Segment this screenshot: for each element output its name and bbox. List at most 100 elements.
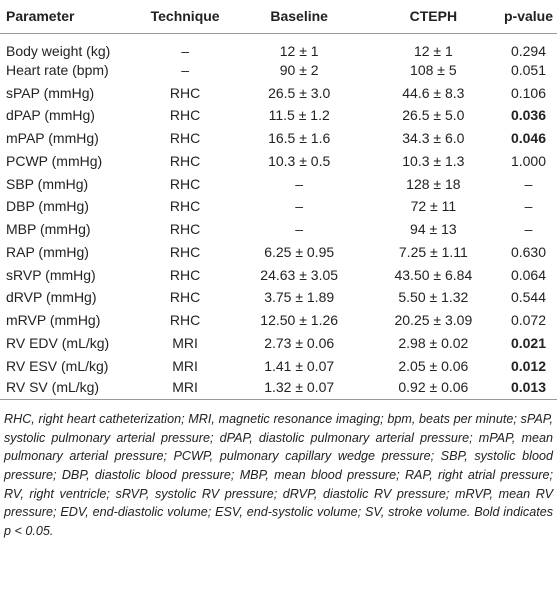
table-cell: 0.294 [510,42,547,59]
table-cell: 24.63 ± 3.05 [260,266,339,283]
table-row: Heart rate (bpm) – 90 ± 2 108 ± 5 0.051 [0,59,557,82]
table-cell: sPAP (mmHg) [6,84,95,101]
table-cell: 0.051 [510,61,547,78]
table-row: DBP (mmHg) RHC – 72 ± 11 – [0,195,557,218]
table-row: SBP (mmHg) RHC – 128 ± 18 – [0,172,557,195]
table-cell: RHC [169,130,201,147]
table-cell: MRI [172,334,198,351]
table-row: sRVP (mmHg) RHC 24.63 ± 3.05 43.50 ± 6.84 0.… [0,263,557,286]
table-cell: RV EDV (mL/kg) [6,334,110,351]
footnote: RHC, right heart catheterization; MRI, m… [4,412,553,538]
table-cell: RHC [169,152,201,169]
table-cell: – [524,198,533,215]
table-cell: RV SV (mL/kg) [6,378,100,395]
table-cell: – [181,42,189,59]
table-cell: 11.5 ± 1.2 [268,107,330,124]
table-cell: 2.73 ± 0.06 [264,334,335,351]
table-cell: 2.98 ± 0.02 [398,334,469,351]
data-table: Parameter Technique Baseline CTEPH p-value B… [0,0,557,400]
table-cell: 6.25 ± 0.95 [264,243,335,260]
table-cell: 0.544 [510,289,547,306]
table-cell: 34.3 ± 6.0 [402,130,465,147]
table-cell: 1.41 ± 0.07 [264,357,335,374]
table-row: RV SV (mL/kg) MRI 1.32 ± 0.07 0.92 ± 0.06 0.… [0,377,557,400]
table-cell: 26.5 ± 5.0 [402,107,465,124]
table-cell: dPAP (mmHg) [6,107,95,124]
table-cell: – [295,175,304,192]
table-row: RV EDV (mL/kg) MRI 2.73 ± 0.06 2.98 ± 0.02 0… [0,332,557,355]
table-cell: RHC [169,84,201,101]
table-cell: 0.012 [510,357,547,374]
table-cell: 12 ± 1 [413,42,453,59]
table-cell: 1.32 ± 0.07 [264,378,335,395]
table-row: mPAP (mmHg) RHC 16.5 ± 1.6 34.3 ± 6.0 0.046 [0,127,557,150]
table-row: MBP (mmHg) RHC – 94 ± 13 – [0,218,557,241]
table-row: dPAP (mmHg) RHC 11.5 ± 1.2 26.5 ± 5.0 0.036 [0,104,557,127]
table-cell: Heart rate (bpm) [6,61,109,78]
table-cell: 1.000 [510,152,547,169]
table-cell: 44.6 ± 8.3 [402,84,465,101]
table-header: Parameter Technique Baseline CTEPH p-value [0,0,557,33]
table-cell: PCWP (mmHg) [6,152,103,169]
table-cell: 128 ± 18 [406,175,461,192]
table-cell: 5.50 ± 1.32 [398,289,469,306]
table-cell: SBP (mmHg) [6,175,89,192]
table-cell: 12 ± 1 [279,42,319,59]
header-cell: Baseline [270,8,328,25]
table-cell: RV ESV (mL/kg) [6,357,109,374]
header-cell: Parameter [6,8,75,25]
table-cell: 12.50 ± 1.26 [260,312,339,329]
table-cell: dRVP (mmHg) [6,289,97,306]
table-cell: – [295,221,304,238]
table-cell: RHC [169,312,201,329]
table-cell: DBP (mmHg) [6,198,89,215]
table-cell: – [524,221,533,238]
table-cell: 10.3 ± 1.3 [402,152,465,169]
table-cell: 0.036 [510,107,547,124]
table-cell: 0.013 [510,378,547,395]
table-cell: 10.3 ± 0.5 [268,152,331,169]
table-row: RV ESV (mL/kg) MRI 1.41 ± 0.07 2.05 ± 0.06 0… [0,354,557,377]
table-cell: 26.5 ± 3.0 [268,84,331,101]
table-cell: sRVP (mmHg) [6,266,96,283]
table-cell: Body weight (kg) [6,42,111,59]
table-row: PCWP (mmHg) RHC 10.3 ± 0.5 10.3 ± 1.3 1.000 [0,150,557,173]
table-cell: 3.75 ± 1.89 [264,289,335,306]
table-row: mRVP (mmHg) RHC 12.50 ± 1.26 20.25 ± 3.09 0.… [0,309,557,332]
table-cell: 2.05 ± 0.06 [398,357,469,374]
table-cell: RHC [169,266,201,283]
table-cell: 0.106 [510,84,547,101]
table-cell: 43.50 ± 6.84 [394,266,473,283]
table-cell: 72 ± 11 [410,198,457,215]
table-cell: – [295,198,304,215]
table-cell: RHC [169,243,201,260]
table-cell: RAP (mmHg) [6,243,89,260]
table-cell: RHC [169,198,201,215]
table-cell: MRI [172,378,198,395]
table-body: Body weight (kg) –12 ± 1 12 ± 1 0.294 Heart … [0,33,557,400]
table-cell: 108 ± 5 [410,61,457,78]
table-cell: 0.630 [510,243,547,260]
table-cell: 16.5 ± 1.6 [268,130,331,147]
table-cell: 7.25 ± 1.11 [398,243,468,260]
table-cell: – [181,61,189,78]
table-row: sPAP (mmHg) RHC 26.5 ± 3.0 44.6 ± 8.3 0.106 [0,81,557,104]
table-cell: MBP (mmHg) [6,221,91,238]
header-cell: Technique [150,8,220,25]
table-cell: RHC [169,221,201,238]
table-cell: 90 ± 2 [279,61,319,78]
table-cell: RHC [169,107,201,124]
header-row: Parameter Technique Baseline CTEPH p-value [0,0,557,33]
table-cell: 94 ± 13 [410,221,457,238]
table-row: dRVP (mmHg) RHC 3.75 ± 1.89 5.50 ± 1.32 0.54… [0,286,557,309]
table-cell: RHC [169,175,201,192]
table-cell: 0.021 [510,334,547,351]
table-cell: mPAP (mmHg) [6,130,99,147]
header-cell: p-value [503,8,553,25]
table-cell: 0.064 [510,266,547,283]
header-cell: CTEPH [409,8,458,25]
table-cell: 0.046 [510,130,547,147]
table-row: RAP (mmHg) RHC 6.25 ± 0.95 7.25 ± 1.11 0.630 [0,241,557,264]
table-row: Body weight (kg) – 12 ± 1 12 ± 1 0.294 [0,33,557,59]
